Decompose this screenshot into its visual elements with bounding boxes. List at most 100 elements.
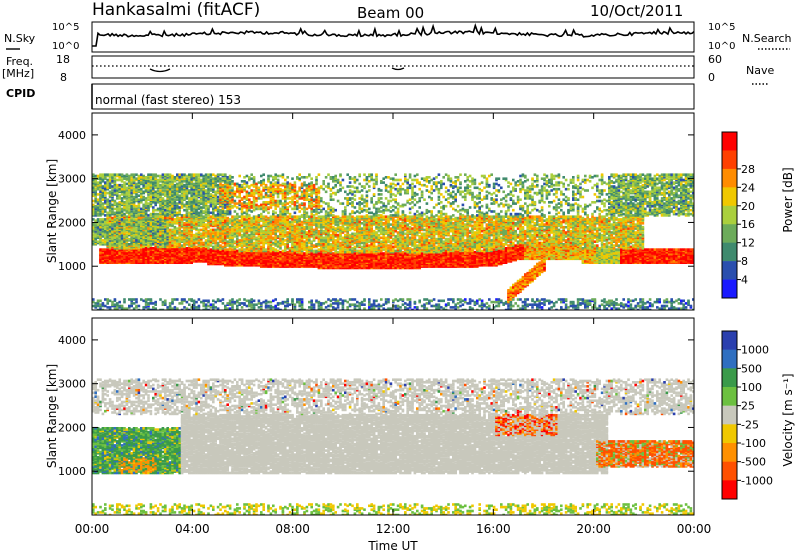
power-cell [142, 299, 145, 303]
power-cell [284, 210, 287, 213]
power-cell [279, 187, 282, 191]
power-cell [192, 204, 196, 208]
power-cell [144, 180, 148, 183]
power-cell [94, 219, 97, 222]
power-cell [171, 298, 174, 301]
power-cell [279, 212, 282, 216]
power-cell [240, 202, 244, 205]
power-cell [214, 222, 217, 225]
power-cell [207, 232, 210, 236]
power-cell [308, 173, 311, 176]
power-cell [204, 176, 208, 179]
power-cell [236, 304, 239, 308]
power-cell [185, 300, 189, 304]
power-cell [303, 189, 306, 192]
power-cell [94, 180, 97, 183]
power-cell [231, 223, 234, 226]
power-cell [176, 195, 179, 199]
power-cell [269, 247, 273, 250]
power-cell [132, 214, 136, 217]
power-cell [243, 302, 246, 305]
power-cell [257, 214, 261, 217]
power-cell [135, 218, 138, 221]
sky-right-tick-top: 10^5 [708, 22, 735, 33]
power-cell [233, 199, 237, 203]
power-cell [173, 177, 177, 180]
power-cell [173, 227, 177, 230]
power-cell [96, 302, 100, 305]
power-cell [183, 190, 186, 194]
power-cell [245, 194, 249, 197]
power-cell [120, 260, 124, 263]
power-cell [144, 256, 148, 259]
power-cell [92, 222, 95, 225]
power-cell [305, 211, 309, 215]
power-cell [284, 212, 287, 216]
power-cell [250, 249, 253, 253]
power-cell [178, 206, 181, 209]
power-cell [180, 177, 184, 180]
power-cell [156, 197, 160, 200]
power-cell [176, 243, 179, 246]
power-cell [279, 215, 282, 218]
power-cell [207, 219, 210, 222]
power-cell [185, 307, 189, 310]
power-cell [106, 227, 109, 230]
power-cell [216, 180, 220, 183]
power-cell [180, 308, 184, 310]
power-cell [274, 191, 277, 195]
power-cell [135, 204, 138, 208]
power-cell [173, 198, 177, 201]
power-cell [144, 207, 148, 211]
power-cell [183, 306, 186, 309]
power-cell [178, 216, 181, 220]
power-cell [252, 306, 256, 309]
power-cell [286, 237, 289, 241]
power-cell [296, 176, 299, 179]
power-cell [156, 260, 160, 263]
power-cell [144, 260, 148, 263]
power-cell [152, 256, 155, 259]
power-cell [104, 256, 107, 259]
power-cell [243, 218, 246, 221]
power-cell [185, 187, 189, 191]
power-cell [176, 204, 179, 208]
power-cell [233, 235, 237, 238]
power-cell [149, 227, 153, 230]
power-cell [224, 248, 227, 251]
power-cell [166, 212, 169, 216]
power-cell [185, 260, 189, 263]
power-cell [308, 241, 311, 245]
power-cell [236, 182, 239, 186]
power-cell [209, 176, 213, 179]
power-cell [130, 198, 133, 201]
power-cell [248, 185, 251, 188]
power-cell [276, 240, 280, 243]
power-cell [190, 233, 193, 237]
power-cell [128, 204, 131, 208]
power-cell [238, 219, 241, 222]
power-cell [92, 227, 95, 230]
power-cell [296, 245, 299, 249]
power-cell [245, 243, 249, 246]
power-cell [142, 174, 145, 178]
power-cell [92, 298, 95, 301]
power-cell [267, 300, 270, 304]
power-cell [159, 193, 162, 196]
power-cell [108, 211, 112, 215]
power-cell [120, 236, 124, 240]
power-cell [168, 182, 172, 186]
power-cell [99, 231, 102, 234]
power-cell [224, 216, 227, 220]
power-cell [176, 216, 179, 220]
power-cell [125, 236, 129, 240]
power-cell [166, 236, 169, 240]
power-cell [209, 173, 213, 176]
power-cell [178, 227, 181, 230]
power-cell [224, 304, 227, 308]
power-cell [226, 219, 229, 222]
power-cell [226, 194, 229, 197]
power-cell [173, 183, 177, 187]
nsky-label: N.Sky [4, 32, 36, 45]
power-cell [92, 203, 95, 207]
